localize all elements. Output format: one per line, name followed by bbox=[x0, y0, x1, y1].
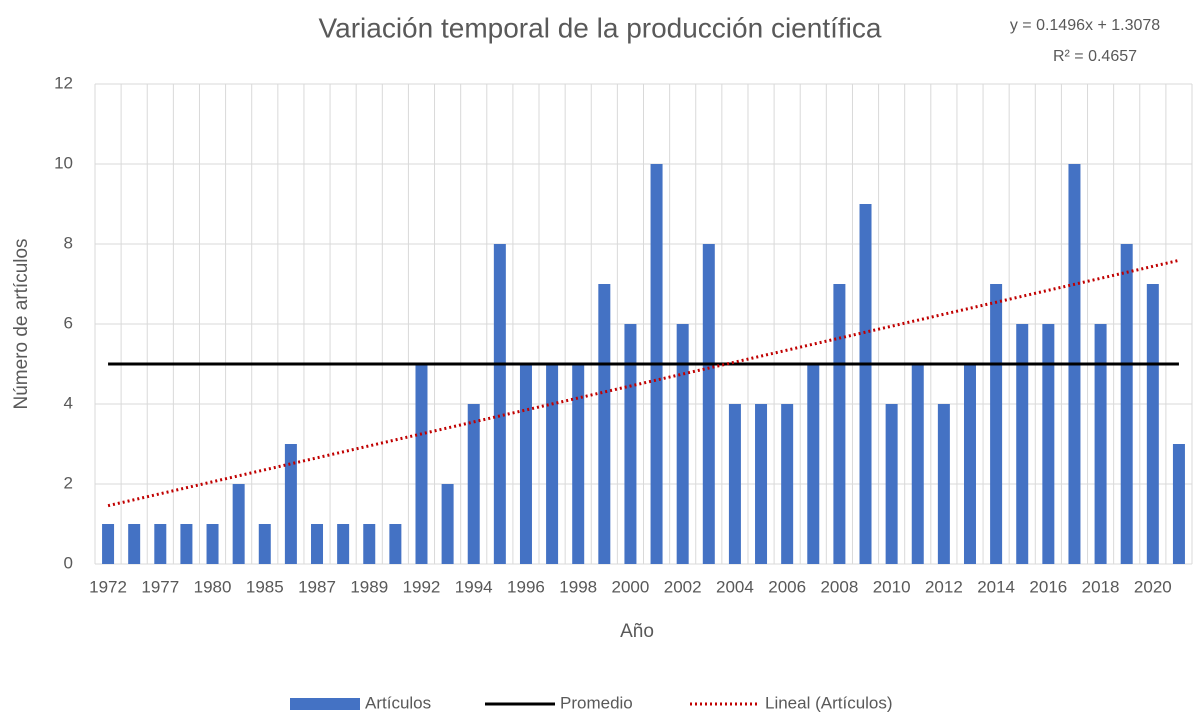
x-tick-label: 2010 bbox=[873, 577, 911, 596]
bar bbox=[1042, 324, 1055, 564]
bar bbox=[807, 364, 820, 564]
x-tick-label: 1994 bbox=[455, 577, 493, 596]
legend-swatch bbox=[290, 698, 360, 710]
bar bbox=[337, 524, 350, 564]
bar bbox=[755, 404, 768, 564]
bar bbox=[128, 524, 141, 564]
bar bbox=[676, 324, 689, 564]
bar bbox=[1016, 324, 1029, 564]
bar bbox=[1146, 284, 1159, 564]
bar bbox=[284, 444, 297, 564]
x-axis-title: Año bbox=[620, 621, 654, 642]
trend-r2: R² = 0.4657 bbox=[1053, 48, 1137, 65]
bar bbox=[363, 524, 376, 564]
y-tick-label: 8 bbox=[64, 233, 73, 252]
bar bbox=[232, 484, 245, 564]
x-tick-label: 2004 bbox=[716, 577, 754, 596]
bar bbox=[1172, 444, 1185, 564]
bar bbox=[885, 404, 898, 564]
bar bbox=[311, 524, 324, 564]
x-tick-label: 2020 bbox=[1134, 577, 1172, 596]
x-tick-label: 2006 bbox=[768, 577, 806, 596]
bar bbox=[154, 524, 167, 564]
bar bbox=[833, 284, 846, 564]
chart-title: Variación temporal de la producción cien… bbox=[319, 12, 882, 43]
bar bbox=[702, 244, 715, 564]
bar bbox=[389, 524, 402, 564]
x-tick-label: 2000 bbox=[612, 577, 650, 596]
bar bbox=[937, 404, 950, 564]
bar bbox=[624, 324, 637, 564]
y-axis-title: Número de artículos bbox=[11, 238, 32, 409]
bar bbox=[598, 284, 611, 564]
y-tick-label: 6 bbox=[64, 313, 73, 332]
bar bbox=[467, 404, 480, 564]
bar bbox=[781, 404, 794, 564]
x-tick-label: 2018 bbox=[1082, 577, 1120, 596]
x-tick-label: 1996 bbox=[507, 577, 545, 596]
y-tick-label: 4 bbox=[64, 393, 73, 412]
bar bbox=[1120, 244, 1133, 564]
bar bbox=[519, 364, 532, 564]
y-tick-label: 10 bbox=[54, 153, 73, 172]
bar bbox=[728, 404, 741, 564]
x-tick-label: 1992 bbox=[403, 577, 441, 596]
legend-label: Artículos bbox=[365, 693, 431, 712]
trend-line bbox=[107, 258, 1180, 508]
bar bbox=[206, 524, 219, 564]
x-tick-label: 1972 bbox=[89, 577, 127, 596]
y-tick-label: 0 bbox=[64, 553, 73, 572]
x-tick-label: 1998 bbox=[559, 577, 597, 596]
x-tick-label: 1977 bbox=[141, 577, 179, 596]
x-tick-label: 2008 bbox=[820, 577, 858, 596]
legend-label: Lineal (Artículos) bbox=[765, 693, 893, 712]
x-tick-label: 2012 bbox=[925, 577, 963, 596]
bar bbox=[546, 364, 559, 564]
legend-label: Promedio bbox=[560, 693, 633, 712]
bar bbox=[859, 204, 872, 564]
bar bbox=[180, 524, 193, 564]
bar bbox=[102, 524, 115, 564]
trend-equation: y = 0.1496x + 1.3078 bbox=[1010, 17, 1160, 34]
x-tick-label: 1987 bbox=[298, 577, 336, 596]
bar bbox=[572, 364, 585, 564]
bar bbox=[441, 484, 454, 564]
y-tick-label: 12 bbox=[54, 73, 73, 92]
bar bbox=[911, 364, 924, 564]
y-tick-label: 2 bbox=[64, 473, 73, 492]
x-tick-label: 2002 bbox=[664, 577, 702, 596]
bar bbox=[493, 244, 506, 564]
bar bbox=[963, 364, 976, 564]
bar bbox=[258, 524, 271, 564]
bar bbox=[415, 364, 428, 564]
x-tick-label: 1989 bbox=[350, 577, 388, 596]
x-tick-label: 1980 bbox=[194, 577, 232, 596]
bar bbox=[990, 284, 1003, 564]
x-tick-label: 2014 bbox=[977, 577, 1015, 596]
x-tick-label: 1985 bbox=[246, 577, 284, 596]
bar bbox=[1094, 324, 1107, 564]
x-tick-label: 2016 bbox=[1029, 577, 1067, 596]
